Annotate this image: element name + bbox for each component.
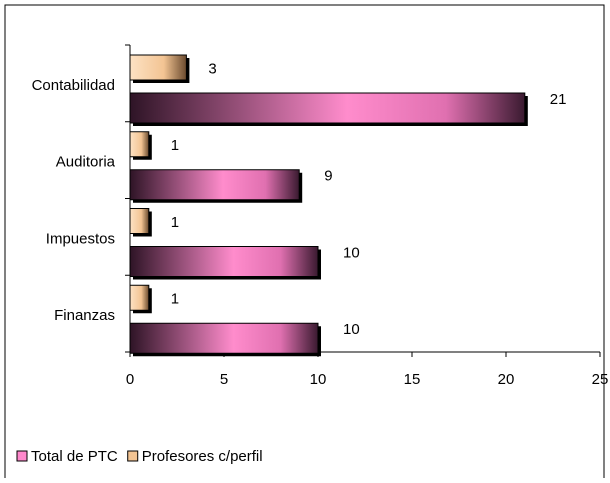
x-tick-label: 5 bbox=[220, 371, 228, 388]
bar bbox=[129, 284, 150, 311]
legend-label: Profesores c/perfil bbox=[142, 448, 263, 465]
y-tick-label: Finanzas bbox=[54, 307, 115, 324]
x-tick-label: 10 bbox=[310, 371, 327, 388]
bar bbox=[129, 92, 526, 124]
value-label: 21 bbox=[550, 91, 567, 108]
bar bbox=[129, 54, 187, 81]
frame bbox=[4, 4, 605, 483]
value-label: 3 bbox=[208, 60, 216, 77]
legend-label: Total de PTC bbox=[31, 448, 118, 465]
value-label: 1 bbox=[171, 137, 179, 154]
bar bbox=[129, 131, 150, 158]
x-tick-label: 15 bbox=[404, 371, 421, 388]
y-tick-label: Impuestos bbox=[46, 230, 115, 247]
x-tick-label: 0 bbox=[126, 371, 134, 388]
value-label: 10 bbox=[343, 244, 360, 261]
x-tick-label: 25 bbox=[592, 371, 609, 388]
value-label: 1 bbox=[171, 214, 179, 231]
y-tick-label: Contabilidad bbox=[32, 77, 115, 94]
bar bbox=[129, 208, 150, 234]
x-tick-label: 20 bbox=[498, 371, 515, 388]
bar bbox=[129, 246, 319, 277]
bar bbox=[129, 322, 319, 354]
bar bbox=[129, 169, 300, 201]
value-label: 9 bbox=[324, 168, 332, 185]
legend-swatch bbox=[16, 450, 28, 462]
legend-swatch bbox=[127, 450, 139, 462]
value-label: 1 bbox=[171, 291, 179, 308]
y-tick-label: Auditoria bbox=[56, 154, 116, 171]
value-label: 10 bbox=[343, 321, 360, 338]
